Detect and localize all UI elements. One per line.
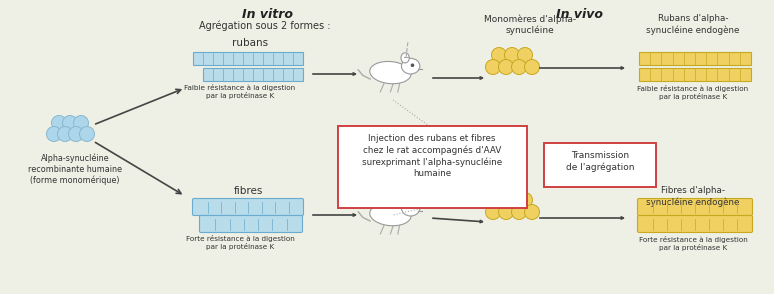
Circle shape (518, 48, 533, 63)
Circle shape (69, 126, 84, 141)
Circle shape (485, 59, 501, 74)
Circle shape (411, 64, 413, 66)
Circle shape (46, 126, 61, 141)
Circle shape (518, 193, 533, 208)
Circle shape (485, 205, 501, 220)
Circle shape (491, 193, 506, 208)
Circle shape (491, 48, 506, 63)
Ellipse shape (402, 58, 420, 74)
Circle shape (498, 205, 513, 220)
Circle shape (512, 205, 526, 220)
Ellipse shape (370, 203, 411, 226)
Text: Injection des rubans et fibres
chez le rat accompagnés d'AAV
surexprimant l'alph: Injection des rubans et fibres chez le r… (362, 134, 502, 178)
FancyBboxPatch shape (638, 216, 752, 233)
Text: Faible résistance à la digestion
par la protéinase K: Faible résistance à la digestion par la … (184, 84, 296, 99)
Text: Fibres d'alpha-
synucléine endogène: Fibres d'alpha- synucléine endogène (646, 186, 740, 207)
Circle shape (63, 116, 77, 131)
Circle shape (525, 59, 539, 74)
Circle shape (52, 116, 67, 131)
Ellipse shape (402, 200, 420, 216)
Text: fibres: fibres (233, 186, 262, 196)
Text: Transmission
de l'agrégation: Transmission de l'agrégation (566, 151, 634, 172)
Text: In vivo: In vivo (557, 8, 604, 21)
Ellipse shape (370, 61, 411, 84)
Circle shape (411, 206, 413, 208)
FancyBboxPatch shape (193, 198, 303, 216)
Circle shape (525, 205, 539, 220)
FancyBboxPatch shape (338, 126, 527, 208)
Bar (203, 68, 303, 81)
Text: Agrégation sous 2 formes :: Agrégation sous 2 formes : (199, 20, 330, 31)
FancyBboxPatch shape (638, 198, 752, 216)
Text: Alpha-synucléine
recombinante humaine
(forme monomérique): Alpha-synucléine recombinante humaine (f… (28, 153, 122, 185)
Text: Forte résistance à la digestion
par la protéinase K: Forte résistance à la digestion par la p… (186, 235, 294, 250)
Circle shape (498, 59, 513, 74)
Text: rubans: rubans (232, 38, 268, 48)
Circle shape (80, 126, 94, 141)
Text: In vitro: In vitro (242, 8, 293, 21)
Circle shape (74, 116, 88, 131)
Circle shape (505, 193, 519, 208)
Text: Monomères d'alpha-
synucléine: Monomères d'alpha- synucléine (484, 14, 576, 35)
Ellipse shape (401, 53, 409, 63)
FancyBboxPatch shape (200, 216, 303, 233)
Bar (193, 52, 303, 65)
Bar (639, 68, 751, 81)
Ellipse shape (401, 195, 409, 205)
Circle shape (505, 48, 519, 63)
Text: Forte résistance à la digestion
par la protéinase K: Forte résistance à la digestion par la p… (639, 236, 748, 251)
Bar (639, 52, 751, 65)
Text: Faible résistance à la digestion
par la protéinase K: Faible résistance à la digestion par la … (638, 85, 748, 100)
Circle shape (57, 126, 73, 141)
Text: Rubans d'alpha-
synucléine endogène: Rubans d'alpha- synucléine endogène (646, 14, 740, 35)
FancyBboxPatch shape (544, 143, 656, 187)
Circle shape (512, 59, 526, 74)
